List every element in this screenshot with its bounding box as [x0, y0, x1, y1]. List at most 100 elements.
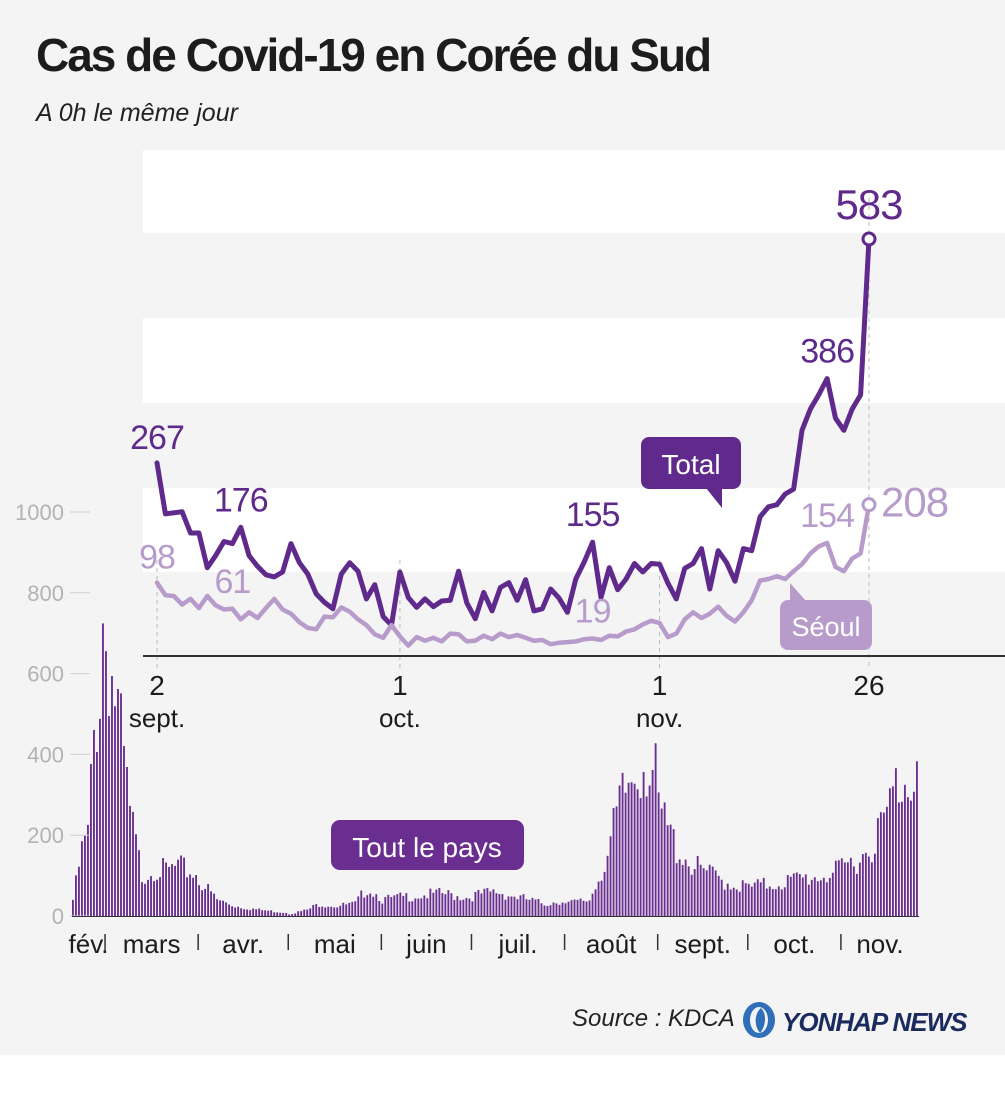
daily-case-bar — [396, 894, 399, 916]
daily-case-bar — [171, 864, 173, 916]
month-label: fév. — [69, 929, 109, 959]
daily-case-bar — [714, 870, 717, 916]
daily-case-bar — [534, 899, 537, 916]
y-tick-label: 400 — [27, 742, 64, 767]
daily-case-bar — [375, 894, 378, 916]
daily-case-bar — [792, 873, 795, 916]
daily-case-bar — [141, 882, 143, 916]
daily-case-bar — [903, 784, 906, 916]
daily-case-bar — [264, 910, 267, 916]
daily-case-bar — [894, 768, 897, 916]
daily-case-bar — [228, 904, 231, 916]
daily-case-bar — [423, 895, 426, 916]
daily-case-bar — [723, 889, 726, 916]
daily-case-bar — [819, 880, 822, 916]
daily-case-bar — [642, 772, 645, 916]
daily-case-bar — [135, 834, 137, 916]
daily-case-bar — [867, 856, 870, 916]
daily-case-bar — [312, 905, 315, 916]
series-value-label: 267 — [130, 419, 184, 457]
daily-case-bar — [507, 896, 510, 916]
daily-case-bar — [318, 906, 321, 916]
daily-case-bar — [858, 862, 861, 916]
daily-case-bar — [327, 906, 330, 916]
daily-case-bar — [663, 802, 666, 916]
daily-case-bar — [405, 893, 408, 916]
daily-case-bar — [789, 876, 792, 916]
daily-case-bar — [741, 880, 744, 916]
legend-total-pointer — [706, 488, 722, 508]
daily-case-bar — [477, 889, 480, 916]
daily-case-bar — [510, 896, 513, 916]
daily-case-bar — [540, 903, 543, 916]
daily-case-bar — [249, 910, 252, 916]
daily-case-bar — [180, 855, 182, 916]
daily-case-bar — [369, 893, 372, 916]
daily-case-bar — [378, 901, 381, 916]
daily-case-bar — [156, 879, 158, 916]
daily-case-bar — [102, 623, 104, 916]
daily-case-bar — [579, 898, 582, 916]
daily-case-bar — [645, 796, 648, 916]
daily-case-bar — [726, 883, 729, 916]
daily-case-bar — [150, 876, 152, 916]
daily-case-bar — [315, 904, 318, 916]
daily-case-bar — [93, 730, 95, 916]
month-label: avr. — [222, 929, 264, 959]
daily-case-bar — [624, 792, 627, 916]
source-note: Source : KDCA — [572, 1005, 735, 1032]
daily-case-bar — [438, 887, 441, 916]
daily-case-bar — [804, 874, 807, 916]
daily-case-bar — [165, 862, 167, 916]
daily-case-bar — [120, 693, 122, 916]
series-end-marker — [861, 231, 877, 247]
daily-case-bar — [813, 877, 816, 916]
daily-case-bar — [615, 806, 618, 916]
daily-case-bar — [81, 841, 83, 916]
daily-case-bar — [426, 898, 429, 916]
daily-case-bar — [576, 899, 579, 916]
daily-case-bar — [357, 896, 360, 916]
legend-total-label: Total — [661, 449, 720, 480]
daily-case-bar — [891, 786, 894, 916]
daily-case-bar — [591, 893, 594, 916]
daily-case-bar — [495, 893, 498, 916]
daily-case-bar — [117, 689, 119, 916]
daily-case-bar — [114, 706, 116, 916]
daily-case-bar — [240, 908, 243, 916]
daily-case-bar — [555, 903, 558, 916]
legend-seoul-label: Séoul — [791, 612, 860, 642]
daily-case-bar — [672, 829, 675, 916]
yonhap-logo-icon — [743, 1002, 775, 1038]
month-label: mai — [314, 929, 356, 959]
daily-case-bar — [849, 857, 852, 916]
series-value-label: 583 — [835, 181, 902, 228]
daily-case-bar — [435, 889, 438, 916]
daily-case-bar — [864, 852, 867, 916]
series-end-marker — [861, 497, 877, 513]
daily-case-bar — [234, 907, 237, 916]
daily-case-bar — [678, 859, 681, 916]
daily-case-bar — [651, 770, 654, 916]
daily-case-bar — [186, 877, 188, 916]
daily-case-bar — [543, 905, 546, 916]
daily-case-bar — [210, 891, 213, 916]
daily-case-bar — [900, 801, 903, 916]
daily-case-bar — [552, 902, 555, 916]
series-value-label: 386 — [800, 333, 854, 371]
daily-case-bar — [366, 895, 369, 916]
daily-case-bar — [138, 850, 140, 916]
month-label: août — [586, 929, 637, 959]
daily-case-bar — [306, 909, 309, 916]
daily-case-bar — [828, 877, 831, 916]
daily-case-bar — [219, 900, 222, 916]
daily-case-bar — [402, 895, 405, 916]
daily-case-bar — [408, 901, 411, 916]
daily-case-bar — [750, 886, 753, 916]
x-tick-label: 2 — [149, 670, 165, 701]
daily-case-bar — [414, 898, 417, 916]
daily-case-bar — [909, 800, 912, 916]
daily-case-bar — [768, 886, 771, 916]
month-label: sept. — [675, 929, 731, 959]
